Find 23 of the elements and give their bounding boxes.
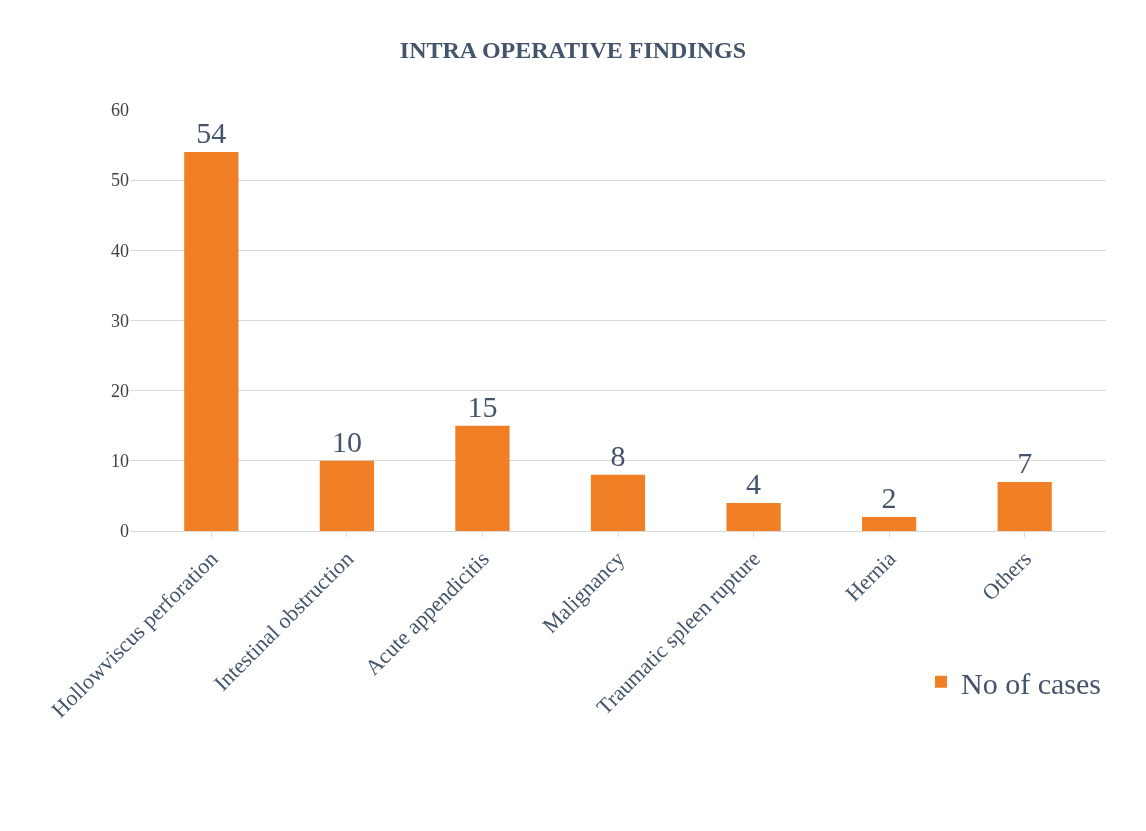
- data-label: 8: [610, 438, 626, 472]
- y-tick-label: 30: [111, 310, 129, 331]
- bar: [184, 152, 239, 531]
- y-tick-label: 40: [111, 240, 129, 261]
- data-label: 10: [331, 424, 362, 458]
- bar: [862, 516, 917, 531]
- bar: [726, 502, 781, 531]
- y-tick-label: 50: [111, 170, 129, 191]
- y-tick-label: 60: [111, 100, 129, 121]
- bar: [455, 425, 510, 531]
- bar: [590, 474, 646, 531]
- data-label: 2: [881, 480, 897, 514]
- data-label: 54: [196, 116, 227, 150]
- y-tick-label: 20: [111, 380, 129, 401]
- data-label: 4: [746, 466, 762, 500]
- bar: [997, 481, 1052, 531]
- y-tick-label: 0: [120, 521, 129, 542]
- data-label: 7: [1017, 445, 1033, 479]
- legend-label: No of cases: [961, 666, 1101, 700]
- chart-title: INTRA OPERATIVE FINDINGS: [399, 37, 747, 64]
- data-label: 15: [467, 389, 498, 423]
- y-tick-label: 10: [111, 451, 129, 472]
- bar: [319, 460, 374, 531]
